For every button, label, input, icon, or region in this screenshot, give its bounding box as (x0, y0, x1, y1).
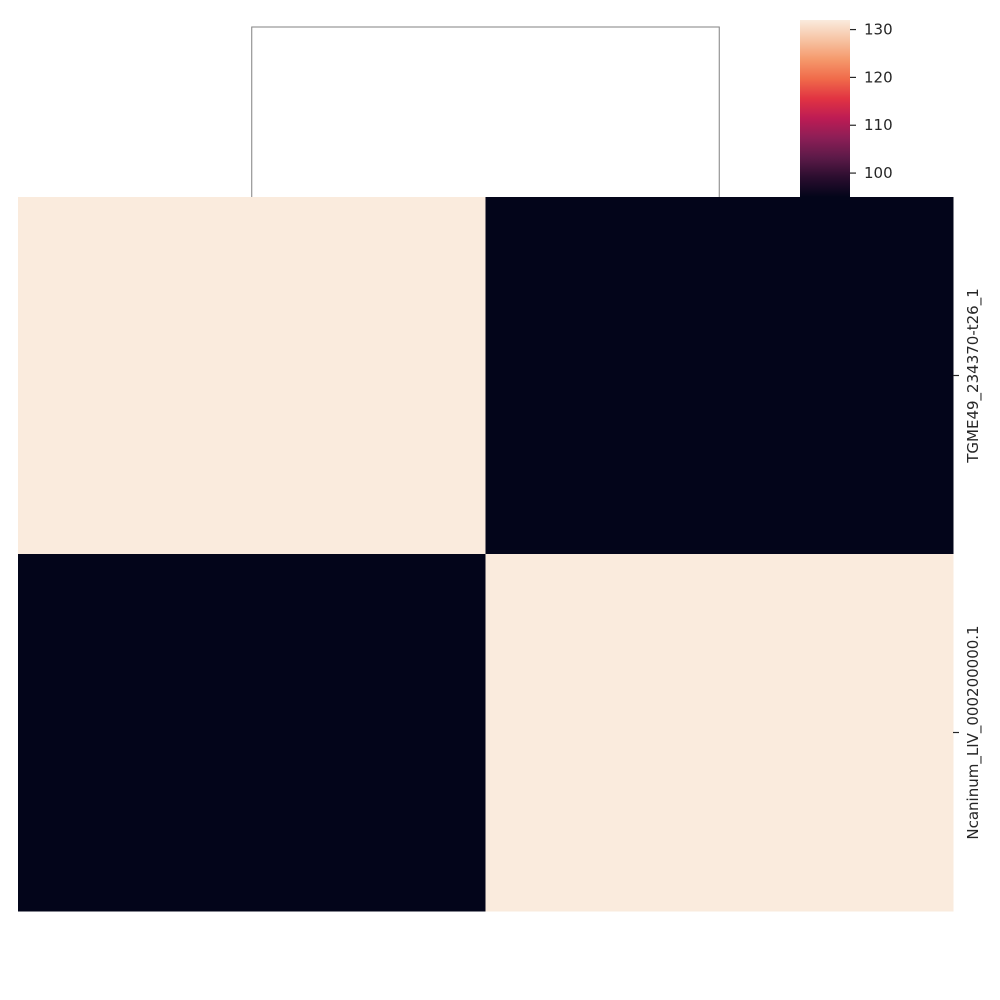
row-labels: TGME49_234370-t26_1 Ncaninum_LIV_00020000… (953, 288, 983, 840)
colorbar-tick-label: 110 (864, 116, 893, 134)
colorbar: 100 110 120 130 (800, 20, 893, 197)
heatmap-cell-r1-c1 (485, 554, 954, 912)
colorbar-tick-label: 100 (864, 164, 893, 182)
row-label: Ncaninum_LIV_000200000.1 (964, 625, 983, 839)
colorbar-tick-label: 130 (864, 21, 893, 39)
colorbar-tick-label: 120 (864, 68, 893, 86)
row-label: TGME49_234370-t26_1 (964, 288, 983, 463)
dendrogram-link (251, 26, 720, 197)
heatmap-cell-r1-c0 (18, 554, 486, 912)
heatmap-cell-r0-c1 (485, 197, 954, 555)
colorbar-gradient (800, 20, 850, 197)
column-dendrogram (251, 26, 720, 197)
heatmap-cell-r0-c0 (18, 197, 486, 555)
heatmap-grid (18, 197, 954, 912)
